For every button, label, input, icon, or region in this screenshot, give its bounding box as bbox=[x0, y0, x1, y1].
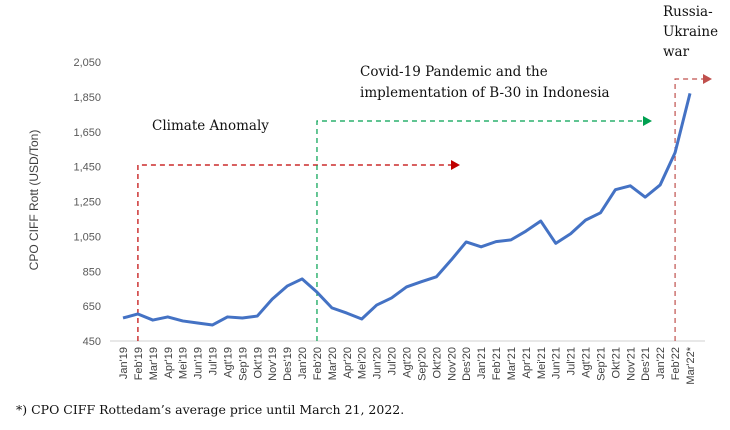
x-tick-label: Apr'19 bbox=[163, 347, 175, 378]
x-tick-label: Feb'22 bbox=[670, 347, 682, 380]
y-tick-label: 1,850 bbox=[73, 92, 101, 104]
y-axis-title: CPO CIFF Rott (USD/Ton) bbox=[27, 130, 41, 271]
annotation-arrow-line bbox=[137, 164, 452, 341]
x-tick-label: Feb'19 bbox=[133, 347, 145, 380]
x-tick-label: Mei'21 bbox=[536, 347, 548, 379]
y-tick-label: 450 bbox=[83, 336, 101, 348]
annotation-war-line3: war bbox=[663, 44, 690, 60]
x-tick-label: Mei'20 bbox=[357, 347, 369, 379]
x-tick-label: Des'21 bbox=[640, 347, 652, 381]
y-tick-label: 650 bbox=[83, 301, 101, 313]
x-tick-label: Agt'19 bbox=[222, 347, 234, 378]
x-tick-label: Okt'20 bbox=[431, 347, 443, 378]
annotation-covid-line2: implementation of B-30 in Indonesia bbox=[360, 85, 610, 101]
y-tick-label: 1,250 bbox=[73, 197, 101, 209]
x-tick-label: Jul'20 bbox=[387, 347, 399, 375]
x-tick-label: Feb'20 bbox=[312, 347, 324, 380]
x-tick-label: Jun'19 bbox=[193, 347, 205, 379]
x-tick-label: Jan'21 bbox=[476, 347, 488, 379]
y-tick-label: 2,050 bbox=[73, 57, 101, 69]
annotation-arrow-line bbox=[316, 120, 644, 341]
x-tick-label: Sep'19 bbox=[237, 347, 249, 381]
x-tick-label: Mar'20 bbox=[327, 347, 339, 380]
x-tick-label: Agt'20 bbox=[402, 347, 414, 378]
footnote: *) CPO CIFF Rottedam’s average price unt… bbox=[16, 402, 405, 417]
x-tick-label: Nov'21 bbox=[625, 347, 637, 381]
x-tick-label: Jul'21 bbox=[566, 347, 578, 375]
x-tick-label: Apr'20 bbox=[342, 347, 354, 378]
x-tick-label: Jan'19 bbox=[118, 347, 130, 379]
x-tick-label: Sep'21 bbox=[595, 347, 607, 381]
x-tick-label: Jan'22 bbox=[655, 347, 667, 379]
x-tick-label: Mar'22* bbox=[685, 346, 697, 384]
x-tick-label: Des'20 bbox=[461, 347, 473, 381]
annotation-covid-line1: Covid-19 Pandemic and the bbox=[360, 64, 548, 80]
y-tick-label: 1,650 bbox=[73, 127, 101, 139]
x-tick-label: Des'19 bbox=[282, 347, 294, 381]
annotation-war-line2: Ukraine bbox=[663, 24, 719, 40]
x-tick-label: Agt'21 bbox=[581, 347, 593, 378]
y-tick-label: 1,050 bbox=[73, 231, 101, 243]
x-tick-label: Jan'20 bbox=[297, 347, 309, 379]
x-tick-label: Okt'19 bbox=[252, 347, 264, 378]
x-tick-label: Jun'21 bbox=[551, 347, 563, 379]
x-tick-label: Mar'19 bbox=[148, 347, 160, 380]
x-tick-label: Mei'19 bbox=[178, 347, 190, 379]
x-tick-label: Mar'21 bbox=[506, 347, 518, 380]
arrow-head-icon bbox=[703, 74, 712, 84]
y-tick-label: 1,450 bbox=[73, 162, 101, 174]
annotation-arrow-line bbox=[674, 78, 704, 341]
annotation-war-line1: Russia- bbox=[663, 4, 713, 20]
x-tick-label: Nov'19 bbox=[267, 347, 279, 381]
x-tick-label: Sep'20 bbox=[416, 347, 428, 381]
arrow-head-icon bbox=[451, 160, 460, 170]
x-tick-label: Nov'20 bbox=[446, 347, 458, 381]
y-tick-label: 850 bbox=[83, 266, 101, 278]
x-tick-label: Jun'20 bbox=[372, 347, 384, 379]
x-tick-label: Apr'21 bbox=[521, 347, 533, 378]
x-tick-label: Okt'21 bbox=[610, 347, 622, 378]
annotation-climate-anomaly: Climate Anomaly bbox=[152, 118, 269, 134]
x-tick-label: Jul'19 bbox=[208, 347, 220, 375]
x-tick-label: Feb'21 bbox=[491, 347, 503, 380]
arrow-head-icon bbox=[643, 116, 652, 126]
